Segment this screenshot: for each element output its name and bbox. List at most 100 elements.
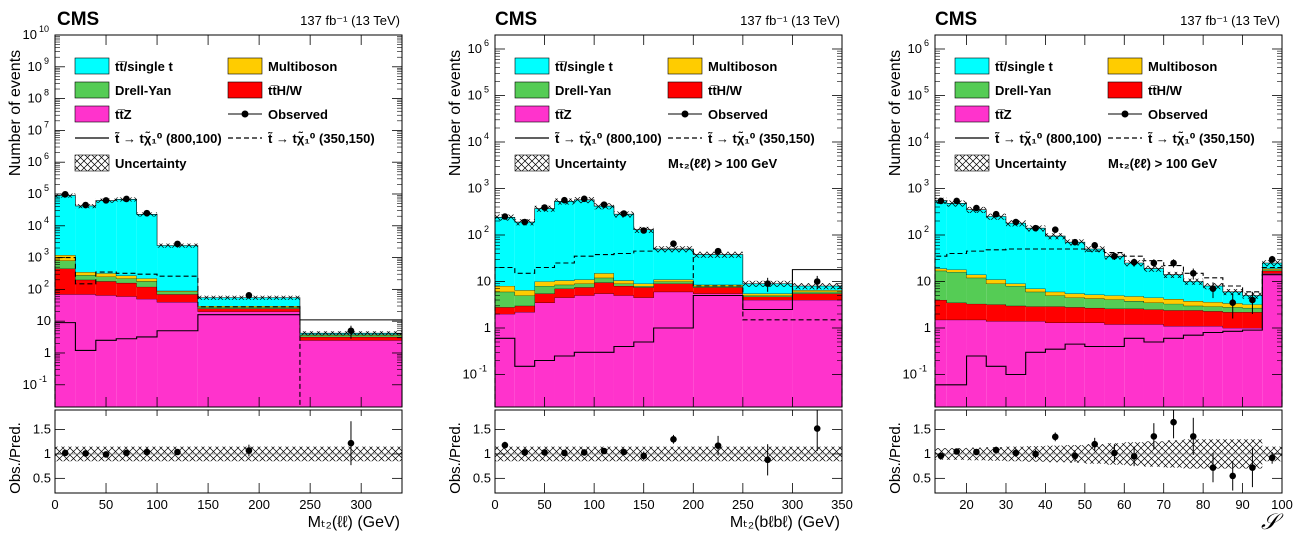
- y-tick-label: 10: [908, 134, 922, 149]
- bar-multiboson: [95, 273, 117, 277]
- ratio-point: [640, 452, 648, 460]
- bar-ttbar: [197, 297, 300, 307]
- y-tick-exponent: 3: [44, 247, 49, 257]
- ratio-panel: 0.5 1 1.5: [473, 409, 843, 494]
- legend-label-uncertainty: Uncertainty: [555, 156, 627, 171]
- cms-label: CMS: [57, 9, 99, 30]
- bar-ttbar: [946, 203, 967, 270]
- observed-point: [245, 292, 253, 299]
- ratio-point: [1229, 472, 1237, 480]
- bar-drellyan: [136, 281, 158, 287]
- y-tick-exponent: 2: [924, 224, 929, 234]
- legend-swatch-drellyan: [954, 81, 990, 99]
- legend-marker-observed: [681, 110, 689, 118]
- bar-ttHW: [197, 308, 300, 312]
- y-tick-exponent: -1: [39, 374, 47, 384]
- legend-swatch-ttbar: [74, 57, 110, 75]
- y-tick-exponent: 7: [44, 119, 49, 129]
- bar-multiboson: [1025, 288, 1046, 292]
- y-tick-exponent: 3: [924, 177, 929, 187]
- bar-multiboson: [653, 279, 694, 282]
- ratio-point: [541, 449, 548, 456]
- legend-label-multiboson: Multiboson: [708, 59, 777, 74]
- observed-point: [1130, 258, 1138, 266]
- bar-multiboson: [1084, 294, 1105, 299]
- bar-multiboson: [1163, 299, 1184, 304]
- ratio-point: [561, 449, 568, 457]
- legend-label-uncertainty: Uncertainty: [115, 156, 187, 171]
- x-tick-label: 350: [831, 497, 853, 512]
- bar-drellyan: [95, 276, 117, 282]
- bar-drellyan: [574, 283, 595, 288]
- bar-ttHW: [986, 304, 1006, 322]
- ratio-point: [1032, 450, 1039, 458]
- x-tick-label: 100: [1271, 497, 1293, 512]
- y-tick-exponent: -1: [479, 363, 487, 373]
- bar-multiboson: [574, 279, 595, 284]
- bar-multiboson: [495, 286, 515, 292]
- bar-drellyan: [1203, 306, 1223, 312]
- selection-label: Mₜ₂(ℓℓ) > 100 GeV: [668, 156, 777, 171]
- bar-ttHW: [534, 293, 555, 303]
- bar-ttz: [946, 319, 967, 407]
- bar-drellyan: [693, 286, 743, 288]
- bar-multiboson: [693, 284, 743, 287]
- x-tick-label: 0: [51, 497, 58, 512]
- ratio-point: [600, 447, 608, 455]
- bar-ttz: [1084, 322, 1105, 407]
- bar-ttbar: [514, 222, 535, 291]
- ratio-point: [102, 451, 110, 458]
- ratio-point: [61, 449, 69, 457]
- observed-point: [620, 210, 628, 217]
- legend-swatch-multiboson: [667, 57, 703, 75]
- legend-swatch-ttz: [74, 105, 110, 123]
- ratio-point: [123, 449, 130, 457]
- legend-swatch-multiboson: [227, 57, 263, 75]
- bar-ttz: [116, 296, 137, 407]
- bar-ttz: [574, 295, 595, 407]
- legend-label-signal-dashed: t̃ → tχ̃₁⁰ (350,150): [1148, 131, 1255, 146]
- observed-point: [1012, 218, 1020, 226]
- observed-point: [102, 197, 110, 204]
- outline-ttbar: [495, 199, 842, 287]
- bar-ttz: [613, 295, 634, 407]
- bar-drellyan: [1065, 297, 1085, 308]
- ratio-point: [764, 456, 771, 464]
- bar-ttHW: [792, 293, 842, 301]
- legend-label-signal-dashed: t̃ → tχ̃₁⁰ (350,150): [708, 131, 815, 146]
- observed-point: [61, 190, 69, 198]
- bar-ttHW: [613, 286, 634, 296]
- bar-multiboson: [1262, 268, 1282, 270]
- legend-swatch-uncertainty: [514, 154, 550, 172]
- legend-swatch-ttbar: [514, 57, 550, 75]
- bar-ttHW: [594, 282, 614, 294]
- bar-ttz: [1005, 321, 1026, 407]
- y-tick-exponent: 9: [44, 56, 49, 66]
- bar-drellyan: [1143, 302, 1164, 310]
- bar-ttHW: [935, 300, 947, 320]
- x-tick-label: 50: [99, 497, 113, 512]
- ratio-point: [1170, 418, 1177, 426]
- observed-point: [174, 240, 181, 248]
- ratio-point: [521, 449, 529, 456]
- y-tick-label: 10: [468, 180, 482, 195]
- ratio-point: [1051, 433, 1059, 441]
- ratio-y-tick-label: 1: [924, 446, 931, 461]
- observed-point: [580, 195, 588, 203]
- ratio-point: [620, 448, 628, 456]
- bar-ttz: [136, 298, 158, 407]
- bar-ttHW: [693, 287, 743, 294]
- bar-drellyan: [1262, 269, 1282, 271]
- observed-point: [1209, 285, 1217, 293]
- ratio-point: [1249, 464, 1256, 471]
- ratio-point: [973, 448, 980, 456]
- panel-significance: CMS 137 fb⁻¹ (13 TeV) Number of events O…: [887, 9, 1293, 534]
- bar-ttbar: [653, 248, 694, 280]
- bar-drellyan: [966, 277, 987, 304]
- legend-label-tthw: tt̅H/W: [708, 83, 743, 98]
- bar-multiboson: [75, 272, 96, 276]
- y-tick-label: 1: [924, 320, 931, 335]
- y-tick-label: 10: [477, 273, 491, 288]
- observed-point: [813, 278, 821, 285]
- bar-ttbar: [157, 245, 198, 291]
